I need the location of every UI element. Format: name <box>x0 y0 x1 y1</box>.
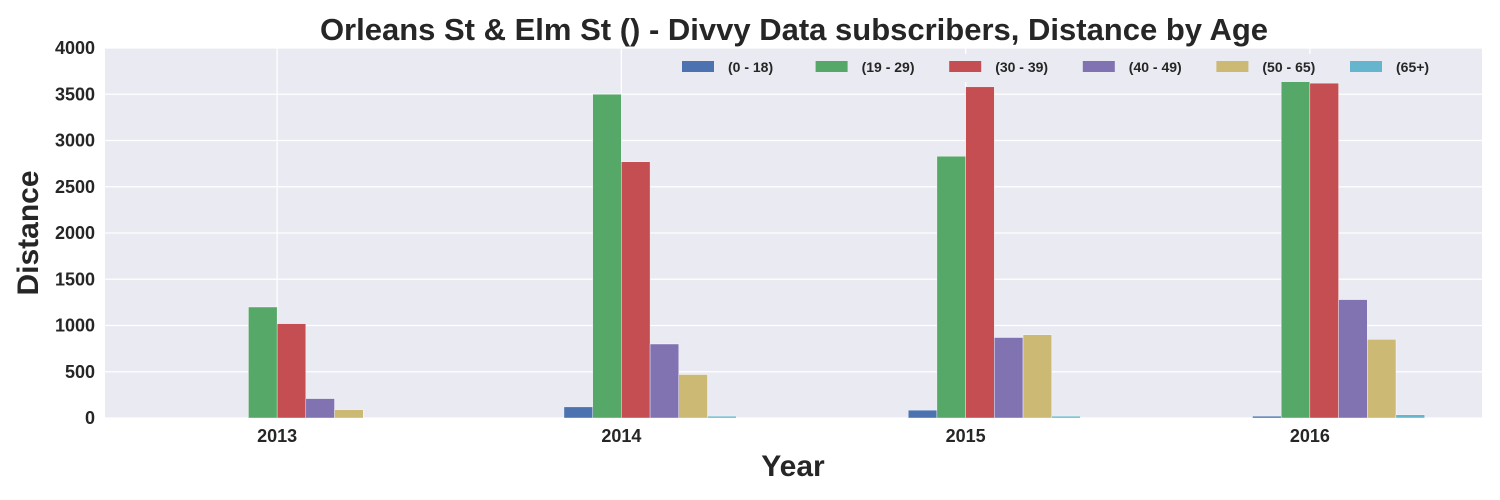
bar-65-2015 <box>1051 415 1081 419</box>
legend-label: (65+) <box>1396 59 1429 75</box>
bar-40-49-2015 <box>994 337 1024 419</box>
bar-0-18-2014 <box>563 406 593 419</box>
y-tick-label: 3000 <box>55 131 95 151</box>
legend-label: (30 - 39) <box>995 59 1048 75</box>
bar-19-29-2014 <box>592 94 622 419</box>
bar-40-49-2014 <box>649 343 679 419</box>
y-tick-label: 500 <box>65 362 95 382</box>
bar-19-29-2013 <box>248 306 278 419</box>
bar-30-39-2015 <box>965 86 995 419</box>
bar-30-39-2014 <box>621 161 651 419</box>
y-tick-label: 0 <box>85 408 95 428</box>
bar-40-49-2016 <box>1338 299 1368 419</box>
x-tick-label: 2013 <box>257 426 297 446</box>
bar-19-29-2015 <box>936 156 966 419</box>
legend-swatch <box>949 61 982 72</box>
bar-19-29-2016 <box>1280 80 1311 419</box>
y-tick-label: 2000 <box>55 223 95 243</box>
legend-label: (50 - 65) <box>1262 59 1315 75</box>
legend-box <box>672 54 1480 82</box>
x-tick-labels: 2013 2014 2015 2016 <box>257 426 1330 446</box>
y-tick-label: 2500 <box>55 177 95 197</box>
legend: (0 - 18) (19 - 29) (30 - 39) (40 - 49) (50 -… <box>672 54 1480 82</box>
bar-50-65-2013 <box>334 409 364 419</box>
legend-swatch <box>815 61 848 72</box>
bar-30-39-2016 <box>1309 82 1339 419</box>
bar-65-2016 <box>1395 414 1425 419</box>
y-tick-label: 3500 <box>55 84 95 104</box>
y-axis-label: Distance <box>12 170 45 295</box>
bar-50-65-2016 <box>1367 339 1397 419</box>
y-tick-label: 1500 <box>55 269 95 289</box>
bar-50-65-2015 <box>1022 334 1052 419</box>
y-tick-label: 4000 <box>55 38 95 58</box>
bar-40-49-2013 <box>305 398 335 419</box>
legend-label: (40 - 49) <box>1129 59 1182 75</box>
legend-swatch <box>1216 61 1249 72</box>
y-tick-labels: 0 500 1000 1500 2000 2500 3000 3500 4000 <box>55 38 95 428</box>
legend-swatch <box>682 61 714 72</box>
bar-50-65-2014 <box>678 374 708 419</box>
legend-swatch <box>1082 61 1115 72</box>
y-tick-label: 1000 <box>55 316 95 336</box>
legend-label: (0 - 18) <box>728 59 773 75</box>
legend-label: (19 - 29) <box>862 59 915 75</box>
chart-title: Orleans St & Elm St () - Divvy Data subs… <box>320 12 1268 47</box>
bar-65-2014 <box>707 415 737 419</box>
x-axis-label: Year <box>761 450 825 483</box>
legend-swatch <box>1350 61 1382 72</box>
x-tick-label: 2014 <box>601 426 641 446</box>
bar-0-18-2016 <box>1252 415 1282 419</box>
bar-0-18-2015 <box>908 409 938 419</box>
bars <box>248 80 1425 419</box>
x-tick-label: 2016 <box>1290 426 1330 446</box>
bar-30-39-2013 <box>276 323 307 419</box>
x-tick-label: 2015 <box>946 426 986 446</box>
